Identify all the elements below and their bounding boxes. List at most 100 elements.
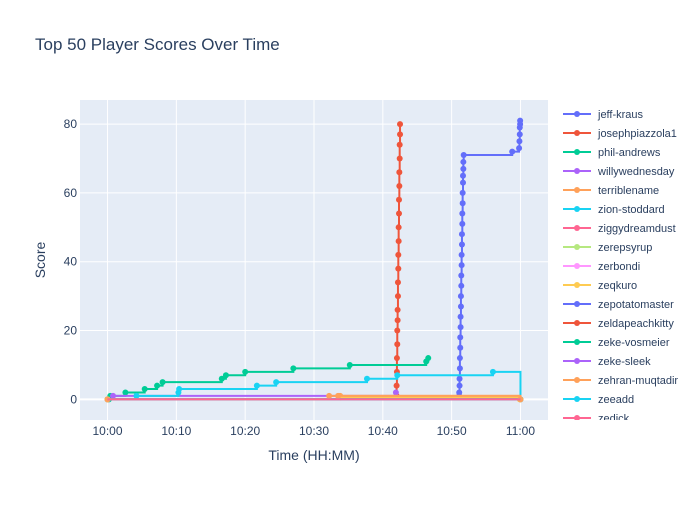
data-point[interactable] xyxy=(460,152,467,159)
data-point[interactable] xyxy=(460,179,466,186)
data-point[interactable] xyxy=(457,313,464,320)
data-point[interactable] xyxy=(516,131,523,138)
data-point[interactable] xyxy=(460,158,467,165)
data-point[interactable] xyxy=(133,392,140,399)
legend-item[interactable]: zepotatomaster xyxy=(563,299,674,311)
data-point[interactable] xyxy=(176,386,183,393)
data-point[interactable] xyxy=(457,303,464,310)
data-point[interactable] xyxy=(394,293,401,300)
data-point[interactable] xyxy=(459,189,466,196)
x-tick-label: 10:40 xyxy=(368,424,398,438)
legend-swatch-marker xyxy=(574,358,580,364)
series-phil-andrews[interactable] xyxy=(105,355,432,403)
data-point[interactable] xyxy=(395,238,402,245)
legend-label: phil-andrews xyxy=(598,147,661,159)
data-point[interactable] xyxy=(363,375,370,382)
data-point[interactable] xyxy=(395,224,402,231)
data-point[interactable] xyxy=(394,341,401,348)
data-point[interactable] xyxy=(458,272,465,279)
data-point[interactable] xyxy=(253,382,260,389)
data-point[interactable] xyxy=(393,355,400,362)
legend-item[interactable]: willywednesday xyxy=(563,166,675,178)
data-point[interactable] xyxy=(396,196,402,203)
legend-item[interactable]: ziggydreamdust xyxy=(563,223,676,235)
data-point[interactable] xyxy=(273,379,280,386)
data-point[interactable] xyxy=(489,368,496,375)
data-point[interactable] xyxy=(516,145,523,152)
data-point[interactable] xyxy=(154,382,161,389)
data-point[interactable] xyxy=(242,368,249,375)
legend-item[interactable]: terriblename xyxy=(563,185,659,197)
legend-item[interactable]: zehran-muqtadir xyxy=(563,375,678,387)
chart-title: Top 50 Player Scores Over Time xyxy=(35,35,280,54)
legend-item[interactable]: phil-andrews xyxy=(563,147,661,159)
data-point[interactable] xyxy=(141,386,148,393)
data-point[interactable] xyxy=(457,344,464,351)
data-point[interactable] xyxy=(326,392,333,399)
data-point[interactable] xyxy=(396,210,402,217)
legend-item[interactable]: zeldapeachkitty xyxy=(563,318,674,330)
legend-item[interactable]: zeqkuro xyxy=(563,280,637,292)
data-point[interactable] xyxy=(122,389,129,396)
data-point[interactable] xyxy=(458,262,465,269)
data-point[interactable] xyxy=(396,183,403,190)
data-point[interactable] xyxy=(392,389,399,396)
data-point[interactable] xyxy=(395,251,402,258)
legend[interactable]: jeff-kraus josephpiazzola1 phil-andrews wil… xyxy=(563,109,678,425)
data-point[interactable] xyxy=(457,334,464,341)
x-tick-label: 10:30 xyxy=(299,424,329,438)
legend-item[interactable]: zeeadd xyxy=(563,394,634,406)
data-point[interactable] xyxy=(456,375,463,382)
data-point[interactable] xyxy=(397,121,404,128)
data-point[interactable] xyxy=(458,282,465,289)
data-point[interactable] xyxy=(222,372,229,379)
legend-item[interactable]: zeke-sleek xyxy=(563,356,651,368)
legend-swatch-marker xyxy=(574,320,580,326)
data-point[interactable] xyxy=(517,117,524,124)
data-point[interactable] xyxy=(396,141,403,148)
data-point[interactable] xyxy=(396,169,403,176)
series-jeff-kraus[interactable] xyxy=(456,117,524,399)
data-point[interactable] xyxy=(459,200,466,207)
data-point[interactable] xyxy=(397,131,404,138)
data-point[interactable] xyxy=(459,220,466,227)
data-point[interactable] xyxy=(218,375,225,382)
data-point[interactable] xyxy=(460,172,466,179)
data-point[interactable] xyxy=(509,148,516,155)
data-point[interactable] xyxy=(459,210,466,217)
data-point[interactable] xyxy=(394,372,401,379)
legend-item[interactable]: zion-stoddard xyxy=(563,204,665,216)
data-point[interactable] xyxy=(335,392,342,399)
data-point[interactable] xyxy=(110,392,117,399)
y-tick-label: 20 xyxy=(64,324,78,338)
data-point[interactable] xyxy=(394,317,401,324)
data-point[interactable] xyxy=(395,265,402,272)
data-point[interactable] xyxy=(457,324,464,331)
legend-item[interactable]: zerepsyrup xyxy=(563,242,652,254)
data-point[interactable] xyxy=(456,365,463,372)
data-point[interactable] xyxy=(394,327,401,334)
data-point[interactable] xyxy=(346,361,353,368)
data-point[interactable] xyxy=(159,379,166,386)
legend-item[interactable]: jeff-kraus xyxy=(563,109,644,121)
legend-item[interactable]: zerbondi xyxy=(563,261,640,273)
data-point[interactable] xyxy=(425,355,432,362)
data-point[interactable] xyxy=(456,382,463,389)
data-point[interactable] xyxy=(457,293,464,300)
data-point[interactable] xyxy=(458,231,465,238)
data-point[interactable] xyxy=(290,365,297,372)
data-point[interactable] xyxy=(458,251,465,258)
data-point[interactable] xyxy=(396,155,403,162)
data-point[interactable] xyxy=(394,279,401,286)
data-point[interactable] xyxy=(393,382,400,389)
data-point[interactable] xyxy=(516,138,523,145)
legend-item[interactable]: josephpiazzola1 xyxy=(563,128,677,140)
data-point[interactable] xyxy=(394,306,401,313)
data-point[interactable] xyxy=(456,389,463,396)
data-point[interactable] xyxy=(458,241,465,248)
y-tick-label: 80 xyxy=(64,117,78,131)
data-point[interactable] xyxy=(460,165,467,172)
legend-item[interactable]: zeke-vosmeier xyxy=(563,337,670,349)
legend-item[interactable]: zedick xyxy=(563,413,630,425)
data-point[interactable] xyxy=(456,355,463,362)
